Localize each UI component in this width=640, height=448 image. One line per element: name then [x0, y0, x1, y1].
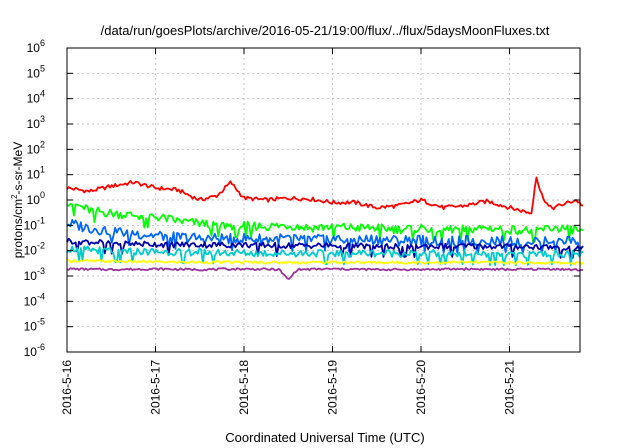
y-axis-ticks: 10-6 10-5 10-4 10-3 10-2 10-1 100 101 102 103 104 1…	[24, 38, 580, 359]
y-axis-label-sup: 2	[10, 194, 19, 199]
x-tick-label: 2016-5-20	[414, 360, 428, 415]
y-tick-label: 105	[27, 63, 45, 80]
y-tick-label: 10-5	[24, 317, 45, 334]
y-tick-label: 10-6	[24, 342, 45, 359]
y-axis-label-pre: protons/cm	[11, 199, 25, 258]
y-tick-label: 104	[27, 89, 45, 106]
series-line	[66, 258, 584, 266]
y-tick-label: 10-2	[24, 241, 45, 258]
x-tick-label: 2016-5-19	[326, 360, 340, 415]
y-tick-label: 10-3	[24, 266, 45, 283]
x-tick-label: 2016-5-18	[237, 360, 251, 415]
x-tick-label: 2016-5-21	[503, 360, 517, 415]
y-axis-label-post: -s-sr-MeV	[11, 142, 25, 195]
x-tick-label: 2016-5-16	[60, 360, 74, 415]
series-layer	[66, 176, 584, 280]
series-line	[66, 267, 584, 280]
series-line	[66, 176, 583, 215]
series-line	[66, 237, 584, 260]
y-tick-label: 102	[27, 139, 45, 156]
y-tick-label: 10-4	[24, 291, 45, 308]
chart-title: /data/run/goesPlots/archive/2016-05-21/1…	[101, 23, 550, 38]
y-tick-label: 10-1	[24, 215, 45, 232]
y-axis-label: protons/cm2-s-sr-MeV	[10, 142, 25, 258]
y-tick-label: 103	[27, 114, 45, 131]
grid-lines	[67, 48, 580, 352]
x-axis-label: Coordinated Universal Time (UTC)	[225, 430, 424, 445]
y-tick-label: 106	[27, 38, 45, 55]
x-axis-ticks: 2016-5-16 2016-5-17 2016-5-18 2016-5-19 2016…	[60, 48, 517, 415]
series-line	[66, 202, 584, 244]
y-tick-label: 100	[27, 190, 45, 207]
x-tick-label: 2016-5-17	[149, 360, 163, 415]
y-tick-label: 101	[27, 165, 45, 182]
series-line	[66, 218, 584, 255]
